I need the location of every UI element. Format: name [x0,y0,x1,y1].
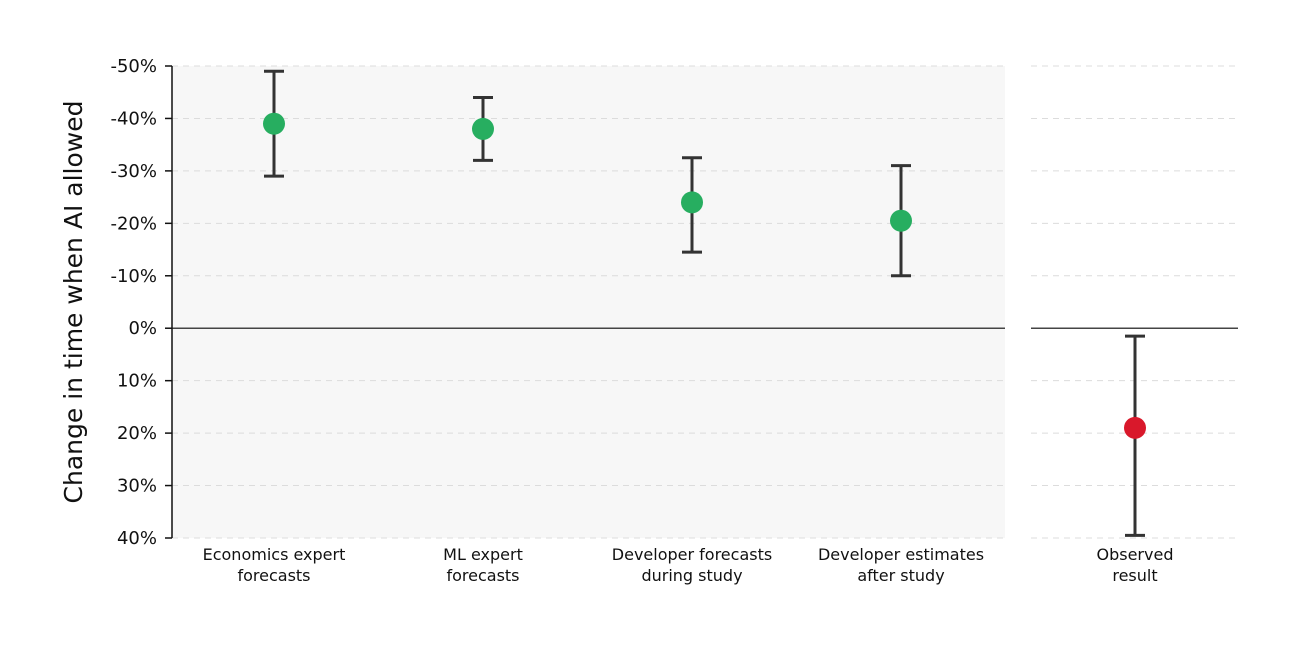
y-tick-label: -30% [110,161,157,182]
category-label: Developer estimates [818,545,984,564]
category-label: Observed [1097,545,1174,564]
panel-background-forecasts [172,66,1005,538]
data-point [890,209,912,232]
axes [165,65,1238,539]
data-point [1124,416,1146,439]
data-point [472,117,494,140]
y-tick-label: 40% [117,528,157,549]
category-label: result [1112,566,1157,585]
y-tick-label: -40% [110,108,157,129]
y-tick-label: 0% [128,318,157,339]
category-label: Developer forecasts [612,545,772,564]
y-tick-label: 10% [117,371,157,392]
category-label: Economics expert [203,545,346,564]
y-tick-label: -50% [110,56,157,77]
y-tick-labels: -50% -40% -30% -20% -10% 0% 10% 20% 30% 40% [110,56,157,549]
y-axis-label-group: Change in time when AI allowed [59,101,88,504]
y-tick-label: -20% [110,213,157,234]
data-point [263,112,285,135]
gridlines [172,65,1238,539]
y-axis-label: Change in time when AI allowed [59,101,88,504]
category-label: forecasts [237,566,310,585]
y-tick-label: 20% [117,423,157,444]
y-tick-label: -10% [110,266,157,287]
data-marks [263,69,1146,537]
data-point [681,191,703,214]
category-label: ML expert [443,545,523,564]
category-label: forecasts [446,566,519,585]
category-labels: Economics expert forecasts ML expert foreca… [203,545,1174,585]
category-label: after study [857,566,944,585]
y-tick-label: 30% [117,476,157,497]
category-label: during study [641,566,742,585]
